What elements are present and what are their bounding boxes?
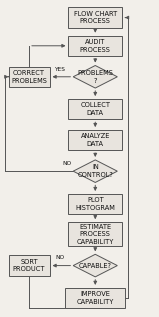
- Polygon shape: [73, 66, 117, 88]
- Text: NO: NO: [55, 256, 64, 260]
- Text: AUDIT
PROCESS: AUDIT PROCESS: [80, 39, 111, 53]
- Bar: [69, 222, 122, 246]
- Text: YES: YES: [54, 67, 65, 72]
- Bar: [69, 36, 122, 56]
- Text: ESTIMATE
PROCESS
CAPABILITY: ESTIMATE PROCESS CAPABILITY: [77, 223, 114, 244]
- Bar: [9, 67, 50, 87]
- Text: NO: NO: [62, 161, 72, 166]
- Text: CAPABLE?: CAPABLE?: [79, 262, 112, 268]
- Text: COLLECT
DATA: COLLECT DATA: [80, 102, 110, 116]
- Bar: [65, 288, 125, 308]
- Text: IMPROVE
CAPABILITY: IMPROVE CAPABILITY: [77, 291, 114, 305]
- Bar: [9, 256, 50, 276]
- Text: FLOW CHART
PROCESS: FLOW CHART PROCESS: [74, 11, 117, 24]
- Bar: [69, 99, 122, 119]
- Text: SORT
PRODUCT: SORT PRODUCT: [13, 259, 45, 272]
- Bar: [69, 194, 122, 214]
- Text: PROBLEMS
?: PROBLEMS ?: [77, 70, 113, 83]
- Polygon shape: [73, 254, 117, 277]
- Text: CORRECT
PROBLEMS: CORRECT PROBLEMS: [11, 70, 47, 83]
- Polygon shape: [73, 160, 117, 183]
- Text: PLOT
HISTOGRAM: PLOT HISTOGRAM: [75, 197, 115, 211]
- Bar: [69, 8, 122, 28]
- Text: ANALYZE
DATA: ANALYZE DATA: [81, 133, 110, 147]
- Text: IN
CONTROL?: IN CONTROL?: [77, 165, 113, 178]
- Bar: [69, 130, 122, 150]
